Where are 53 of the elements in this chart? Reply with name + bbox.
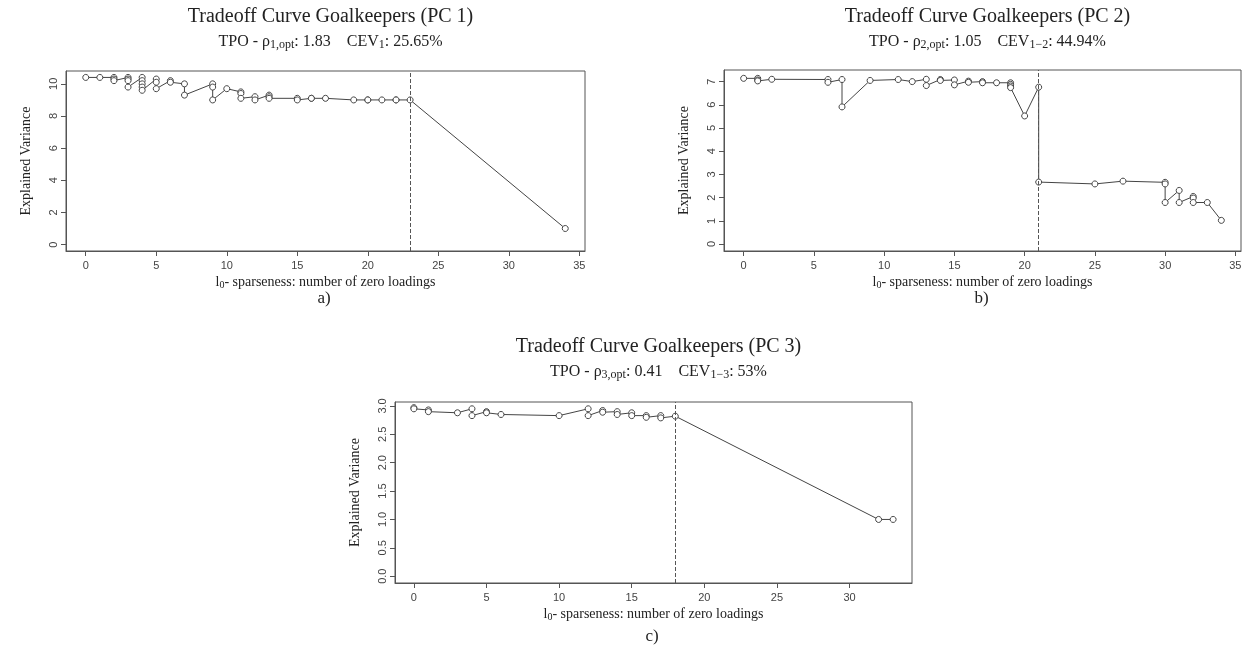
y-tick-label: 1.0: [375, 511, 388, 528]
y-tick-label: 10: [46, 77, 59, 90]
y-tick-label: 0: [46, 241, 59, 248]
y-tick-label: 1: [704, 217, 717, 224]
y-tick-label: 1.5: [375, 483, 388, 499]
x-tick-label: 5: [810, 258, 817, 271]
x-tick-label: 30: [502, 258, 515, 271]
y-tick-label: 2.5: [375, 426, 388, 442]
y-tick-label: 3: [704, 171, 717, 178]
y-tick-label: 0: [704, 240, 717, 248]
text: b): [974, 288, 989, 307]
x-tick-label: 10: [878, 258, 891, 271]
y-tick-label: 0.5: [375, 540, 388, 556]
text: c): [645, 626, 659, 645]
y-axis-title: Explained Variance: [17, 106, 33, 216]
x-tick-label: 35: [1229, 258, 1242, 271]
x-tick-label: 0: [82, 258, 89, 271]
y-tick-label: 5: [704, 124, 717, 132]
chart-title: Tradeoff Curve Goalkeepers (PC 2): [844, 4, 1131, 27]
x-tick-label: 20: [1018, 258, 1031, 271]
y-axis-title: Explained Variance: [675, 106, 691, 215]
x-tick-label: 25: [770, 590, 784, 603]
y-tick-label: 2: [46, 209, 59, 216]
y-tick-label: 6: [704, 101, 717, 108]
y-tick-label: 3.0: [375, 398, 388, 414]
x-tick-label: 15: [948, 258, 961, 271]
y-tick-label: 4: [704, 148, 717, 155]
y-tick-label: 2: [704, 194, 717, 201]
x-tick-label: 30: [1159, 258, 1172, 271]
y-axis-title: Explained Variance: [346, 438, 362, 547]
y-tick-label: 0.0: [375, 568, 388, 584]
y-tick-label: 4: [46, 177, 59, 184]
y-tick-label: 8: [46, 112, 59, 120]
x-tick-label: 5: [153, 258, 160, 271]
x-tick-label: 25: [432, 258, 445, 271]
chart-title: Tradeoff Curve Goalkeepers (PC 3): [515, 334, 802, 357]
x-tick-label: 10: [220, 258, 233, 271]
x-tick-label: 25: [1088, 258, 1102, 271]
x-tick-label: 5: [483, 590, 490, 603]
chart-title: Tradeoff Curve Goalkeepers (PC 1): [187, 4, 474, 27]
x-tick-label: 20: [698, 590, 711, 603]
x-tick-label: 0: [410, 590, 417, 603]
x-tick-label: 0: [740, 258, 747, 271]
y-tick-label: 2.0: [375, 455, 388, 471]
x-tick-label: 15: [625, 590, 638, 603]
text: a): [317, 288, 331, 307]
x-tick-label: 20: [361, 258, 374, 271]
x-tick-label: 30: [843, 590, 856, 603]
y-tick-label: 7: [704, 78, 717, 85]
x-tick-label: 15: [291, 258, 304, 271]
x-tick-label: 10: [552, 590, 566, 603]
y-tick-label: 6: [46, 145, 59, 152]
x-tick-label: 35: [573, 258, 586, 271]
